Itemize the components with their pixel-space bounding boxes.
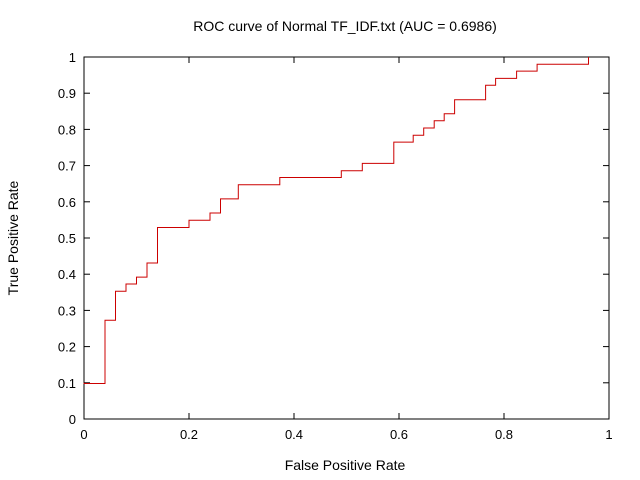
roc-curve-line <box>83 57 589 384</box>
y-tick-label: 0.1 <box>58 376 76 391</box>
x-tick-label: 0.4 <box>285 427 303 442</box>
y-axis-label: True Positive Rate <box>5 180 21 295</box>
chart-title: ROC curve of Normal TF_IDF.txt (AUC = 0.… <box>193 18 497 34</box>
tick-layer: 0 0.2 0.4 0.6 0.8 1 0 0.1 0.2 0.3 0.4 0.5 0.6 0.7 0.8 0… <box>58 50 613 442</box>
y-tick-label: 0.4 <box>58 267 76 282</box>
y-tick-label: 0.6 <box>58 195 76 210</box>
y-tick-label: 0.8 <box>58 122 76 137</box>
y-tick-label: 0.3 <box>58 303 76 318</box>
x-tick-label: 0.8 <box>495 427 513 442</box>
plot-frame <box>83 56 610 420</box>
y-tick-label: 0 <box>69 412 76 427</box>
y-tick-label: 0.5 <box>58 231 76 246</box>
x-tick-label: 0.2 <box>180 427 198 442</box>
y-tick-label: 0.9 <box>58 86 76 101</box>
y-tick-label: 1 <box>69 50 76 65</box>
x-axis-label: False Positive Rate <box>285 457 406 473</box>
y-tick-label: 0.2 <box>58 340 76 355</box>
x-tick-label: 1 <box>605 427 612 442</box>
y-tick-label: 0.7 <box>58 159 76 174</box>
x-tick-label: 0.6 <box>390 427 408 442</box>
x-tick-label: 0 <box>80 427 87 442</box>
